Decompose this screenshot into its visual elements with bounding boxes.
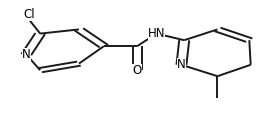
Text: N: N	[177, 58, 186, 71]
Text: Cl: Cl	[23, 8, 35, 21]
Text: N: N	[22, 48, 31, 61]
Text: HN: HN	[148, 27, 165, 40]
Text: O: O	[132, 64, 142, 77]
